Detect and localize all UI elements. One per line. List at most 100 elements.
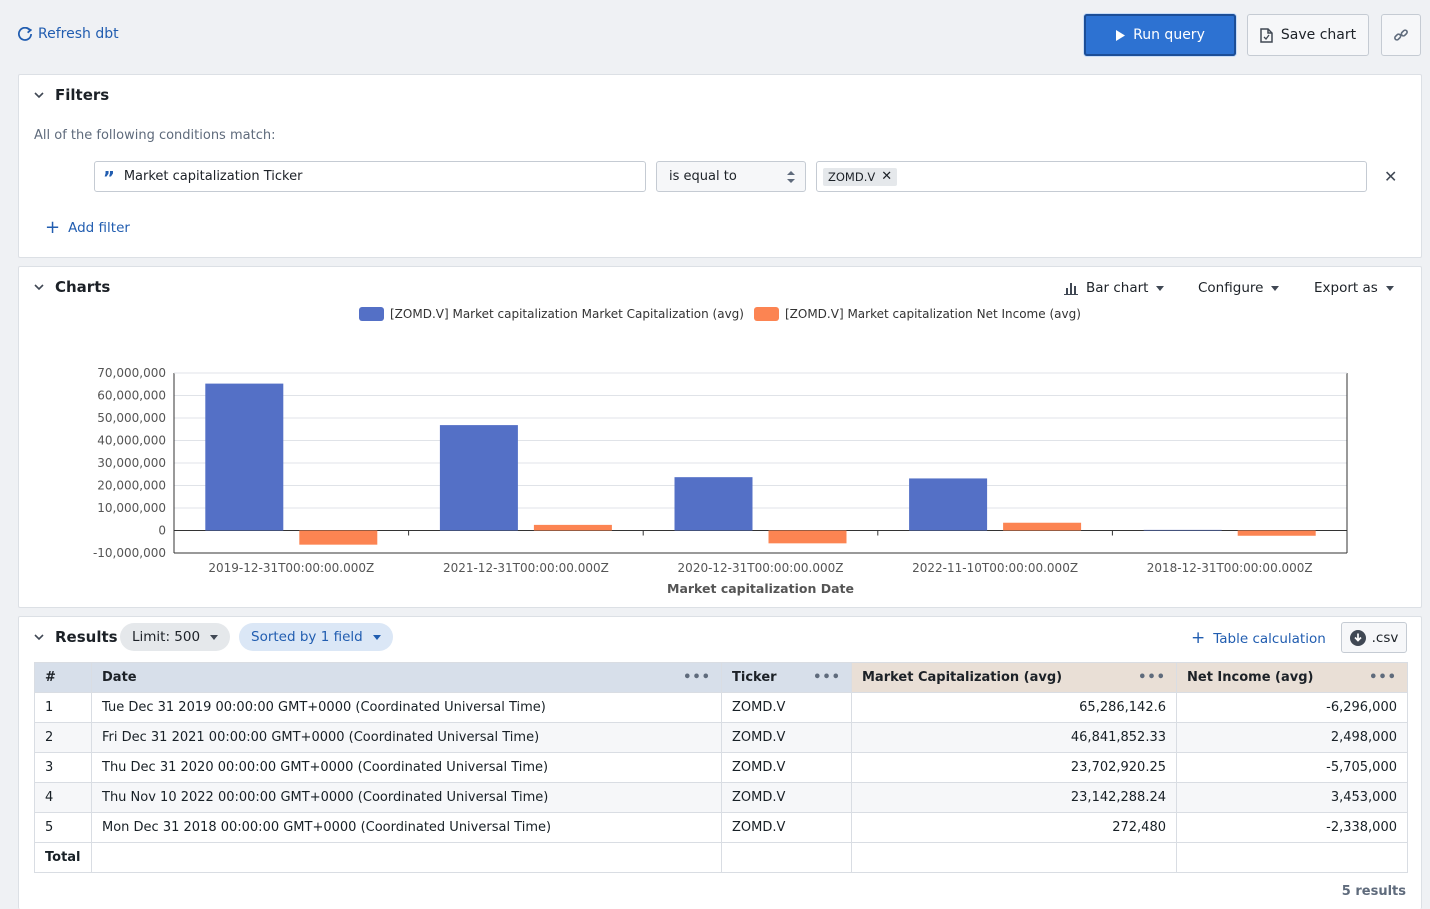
- table-row: 5 Mon Dec 31 2018 00:00:00 GMT+0000 (Coo…: [34, 812, 1408, 843]
- remove-filter-icon[interactable]: ✕: [1384, 167, 1398, 186]
- cell-market-cap[interactable]: 23,702,920.25: [851, 752, 1177, 783]
- y-tick-label: 0: [158, 524, 166, 538]
- y-tick-label: 10,000,000: [97, 501, 166, 515]
- filters-panel: Filters All of the following conditions …: [18, 74, 1422, 258]
- column-menu-icon[interactable]: •••: [683, 670, 711, 685]
- document-icon: [1260, 27, 1273, 43]
- y-tick-label: 50,000,000: [97, 411, 166, 425]
- table-row: 3 Thu Dec 31 2020 00:00:00 GMT+0000 (Coo…: [34, 752, 1408, 783]
- caret-down-icon: [372, 634, 381, 640]
- legend-swatch: [753, 307, 779, 321]
- y-tick-label: 60,000,000: [97, 389, 166, 403]
- chevron-down-icon: [34, 284, 44, 291]
- filter-operator-label: is equal to: [669, 169, 737, 184]
- refresh-icon: [18, 27, 32, 41]
- chart-type-menu[interactable]: Bar chart: [1064, 280, 1165, 296]
- bar: [909, 478, 988, 531]
- results-header[interactable]: Results: [33, 628, 118, 646]
- filters-title: Filters: [55, 86, 110, 104]
- filter-field-select[interactable]: ” Market capitalization Ticker: [94, 161, 646, 192]
- cell-market-cap[interactable]: 46,841,852.33: [851, 722, 1177, 753]
- cell-market-cap[interactable]: 65,286,142.6: [851, 692, 1177, 723]
- cell-date[interactable]: Tue Dec 31 2019 00:00:00 GMT+0000 (Coord…: [91, 692, 722, 723]
- download-csv-button[interactable]: .csv: [1341, 622, 1407, 653]
- download-icon: [1349, 629, 1366, 646]
- share-link-button[interactable]: [1381, 14, 1421, 56]
- results-panel: Results Limit: 500 Sorted by 1 field + T…: [18, 616, 1422, 909]
- cell-ticker[interactable]: ZOMD.V: [721, 692, 852, 723]
- column-menu-icon[interactable]: •••: [1138, 670, 1166, 685]
- remove-tag-icon[interactable]: ✕: [881, 169, 893, 184]
- bar: [533, 524, 612, 531]
- run-query-label: Run query: [1133, 27, 1205, 43]
- configure-menu[interactable]: Configure: [1198, 280, 1280, 296]
- bar-chart-icon: [1064, 282, 1078, 295]
- x-tick-label: 2018-12-31T00:00:00.000Z: [1147, 561, 1313, 575]
- total-cell: [851, 842, 1177, 873]
- run-query-button[interactable]: Run query: [1084, 14, 1236, 56]
- export-label: Export as: [1314, 280, 1378, 296]
- bar: [674, 477, 753, 531]
- bar: [768, 530, 847, 544]
- add-filter-button[interactable]: + Add filter: [45, 219, 130, 237]
- bar: [1143, 529, 1222, 531]
- cell-ticker[interactable]: ZOMD.V: [721, 812, 852, 843]
- cell-date[interactable]: Mon Dec 31 2018 00:00:00 GMT+0000 (Coord…: [91, 812, 722, 843]
- export-menu[interactable]: Export as: [1314, 280, 1394, 296]
- cell-net-income[interactable]: -6,296,000: [1176, 692, 1408, 723]
- x-tick-label: 2021-12-31T00:00:00.000Z: [443, 561, 609, 575]
- sorted-button[interactable]: Sorted by 1 field: [239, 623, 393, 651]
- filter-operator-select[interactable]: is equal to: [656, 161, 806, 192]
- x-tick-label: 2019-12-31T00:00:00.000Z: [208, 561, 374, 575]
- legend-item[interactable]: [ZOMD.V] Market capitalization Net Incom…: [753, 307, 1081, 321]
- limit-button[interactable]: Limit: 500: [120, 623, 231, 651]
- header-date[interactable]: Date •••: [91, 662, 722, 693]
- cell-date[interactable]: Thu Dec 31 2020 00:00:00 GMT+0000 (Coord…: [91, 752, 722, 783]
- bar: [1237, 530, 1316, 536]
- cell-market-cap[interactable]: 272,480: [851, 812, 1177, 843]
- chart-legend: [ZOMD.V] Market capitalization Market Ca…: [359, 307, 1081, 321]
- cell-date[interactable]: Fri Dec 31 2021 00:00:00 GMT+0000 (Coord…: [91, 722, 722, 753]
- header-net-income[interactable]: Net Income (avg) •••: [1176, 662, 1408, 693]
- charts-panel: Charts Bar chart Configure Export as [ZO…: [18, 266, 1422, 608]
- legend-label: [ZOMD.V] Market capitalization Net Incom…: [784, 307, 1081, 321]
- configure-label: Configure: [1198, 280, 1264, 296]
- caret-down-icon: [1156, 285, 1165, 291]
- cell-ticker[interactable]: ZOMD.V: [721, 752, 852, 783]
- bar: [1003, 522, 1082, 531]
- total-row: Total: [34, 842, 1408, 873]
- cell-net-income[interactable]: -5,705,000: [1176, 752, 1408, 783]
- refresh-label: Refresh dbt: [38, 26, 119, 42]
- filter-value-input[interactable]: ZOMD.V ✕: [816, 161, 1367, 192]
- cell-net-income[interactable]: 3,453,000: [1176, 782, 1408, 813]
- filters-header[interactable]: Filters: [33, 86, 109, 104]
- legend-label: [ZOMD.V] Market capitalization Market Ca…: [390, 307, 744, 321]
- header-ticker[interactable]: Ticker •••: [721, 662, 852, 693]
- save-chart-button[interactable]: Save chart: [1247, 14, 1369, 56]
- legend-item[interactable]: [ZOMD.V] Market capitalization Market Ca…: [359, 307, 744, 321]
- chevron-down-icon: [34, 634, 44, 641]
- cell-ticker[interactable]: ZOMD.V: [721, 722, 852, 753]
- bar: [299, 530, 378, 545]
- refresh-dbt-button[interactable]: Refresh dbt: [18, 26, 119, 42]
- cell-net-income[interactable]: -2,338,000: [1176, 812, 1408, 843]
- bar: [205, 383, 284, 531]
- header-market-cap[interactable]: Market Capitalization (avg) •••: [851, 662, 1177, 693]
- x-tick-label: 2020-12-31T00:00:00.000Z: [678, 561, 844, 575]
- add-filter-label: Add filter: [68, 220, 130, 236]
- bar: [439, 425, 518, 531]
- charts-header[interactable]: Charts: [33, 278, 110, 296]
- table-row: 1 Tue Dec 31 2019 00:00:00 GMT+0000 (Coo…: [34, 692, 1408, 723]
- double-caret-icon: [787, 170, 795, 183]
- cell-market-cap[interactable]: 23,142,288.24: [851, 782, 1177, 813]
- y-tick-label: -10,000,000: [93, 546, 166, 560]
- column-menu-icon[interactable]: •••: [1369, 670, 1397, 685]
- cell-date[interactable]: Thu Nov 10 2022 00:00:00 GMT+0000 (Coord…: [91, 782, 722, 813]
- table-calculation-button[interactable]: + Table calculation: [1191, 630, 1326, 647]
- cell-ticker[interactable]: ZOMD.V: [721, 782, 852, 813]
- quote-icon: ”: [103, 168, 115, 189]
- total-label: Total: [34, 842, 92, 873]
- cell-net-income[interactable]: 2,498,000: [1176, 722, 1408, 753]
- column-menu-icon[interactable]: •••: [813, 670, 841, 685]
- total-cell: [721, 842, 852, 873]
